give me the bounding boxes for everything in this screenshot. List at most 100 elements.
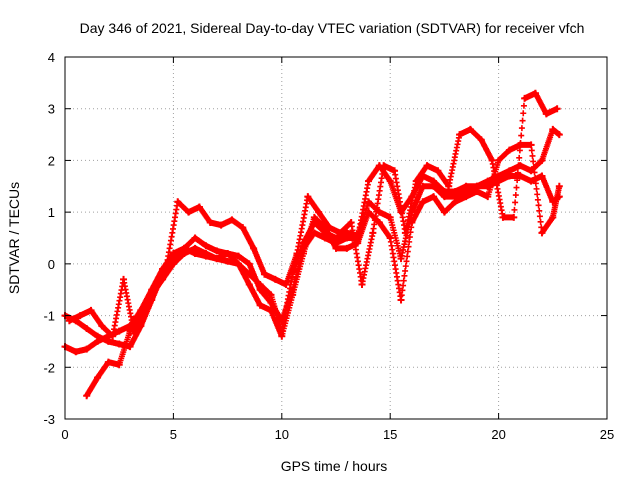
data-point [538,156,546,164]
data-point [488,156,496,164]
data-point [267,306,275,314]
data-point [434,167,442,175]
data-point [76,312,84,320]
data-point [72,348,80,356]
data-point [250,244,258,252]
data-point [267,291,275,299]
data-point [365,177,373,185]
data-point [365,198,373,206]
data-point [115,361,123,369]
chart-title: Day 346 of 2021, Sidereal Day-to-day VTE… [80,20,585,36]
data-point [83,345,91,353]
data-point [505,146,513,154]
data-point [224,250,232,258]
data-point [163,260,171,268]
data-point [260,270,268,278]
data-point [191,234,199,242]
data-point [521,94,529,102]
y-tick-label: 2 [48,153,55,168]
data-point [271,275,279,283]
data-point [412,177,420,185]
data-point [65,317,73,325]
data-point [185,208,193,216]
x-tick-label: 25 [600,427,614,442]
data-point [462,193,470,201]
data-point [289,291,297,299]
data-point [245,270,253,278]
y-tick-label: 4 [48,50,55,65]
data-point [397,255,405,263]
data-point [477,136,485,144]
series-layer [61,89,563,400]
data-point [169,250,177,258]
data-point [549,125,557,133]
data-point [94,374,102,382]
data-point [538,229,546,237]
data-point [538,172,546,180]
data-point [380,162,388,170]
y-axis-label: SDTVAR / TECUs [6,182,22,294]
data-point [83,392,91,400]
data-point [94,337,102,345]
data-point [293,250,301,258]
data-point [549,213,557,221]
data-point [195,203,203,211]
data-point [234,252,242,260]
data-point [115,327,123,335]
data-point [456,131,464,139]
data-point [109,332,117,340]
data-point [343,244,351,252]
data-point [126,327,134,335]
data-point [397,296,405,304]
data-point [440,208,448,216]
data-point [83,325,91,332]
data-point [224,257,232,265]
data-point [466,125,474,133]
data-point [386,213,394,221]
data-point [495,156,503,164]
data-point [332,244,340,252]
data-point [87,306,95,314]
data-point [527,167,535,175]
data-point [202,242,210,250]
data-point [516,172,524,180]
data-point [141,306,149,314]
data-point [245,281,253,289]
data-point [555,131,563,139]
data-point [315,208,323,216]
data-point [336,229,344,237]
data-point [553,105,561,113]
data-point [484,193,492,201]
data-point [256,281,264,289]
series-track-3 [83,141,563,400]
data-point [369,229,377,237]
data-point [104,358,112,366]
data-point [423,162,431,170]
data-point [440,193,448,201]
data-point [505,172,513,180]
data-point [152,281,160,289]
data-point [180,244,188,252]
data-point [531,89,539,97]
y-tick-label: 3 [48,102,55,117]
data-point [386,234,394,242]
y-tick-label: 1 [48,205,55,220]
series-track-4 [65,89,561,340]
x-tick-label: 15 [383,427,397,442]
y-tick-label: -3 [43,412,55,427]
x-tick-label: 10 [275,427,289,442]
y-tick-label: 0 [48,257,55,272]
x-tick-label: 20 [491,427,505,442]
y-tick-label: -1 [43,309,55,324]
data-point [120,275,128,283]
data-point [169,260,177,268]
data-point [191,250,199,258]
data-point [206,218,214,226]
data-point [445,182,453,190]
data-point [542,110,550,118]
data-point [527,177,535,185]
data-point [256,301,264,309]
data-point [332,234,340,242]
data-point [430,193,438,201]
data-point [239,224,247,232]
